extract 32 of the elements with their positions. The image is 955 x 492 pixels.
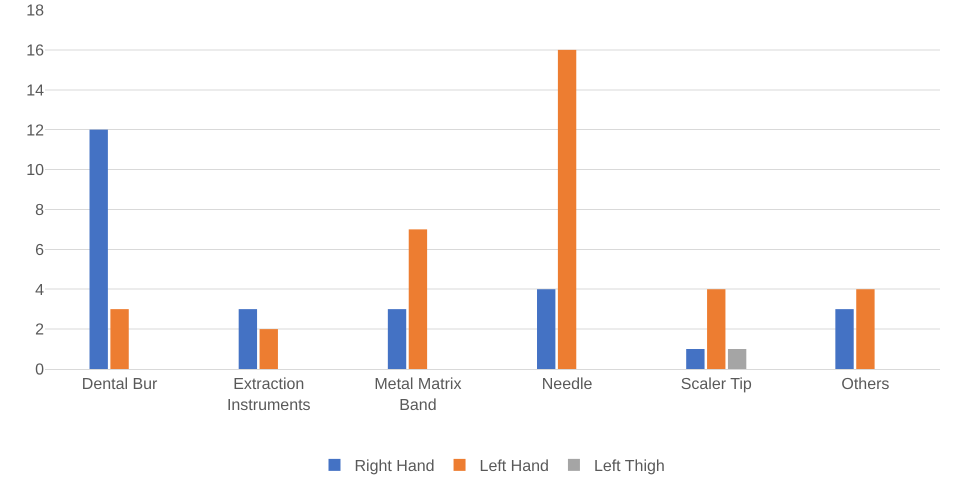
x-tick-label: Metal Matrix Band: [374, 376, 462, 414]
x-tick-label: Scaler Tip: [680, 376, 752, 394]
bar: [388, 309, 406, 369]
legend-label: Left Thigh: [594, 458, 665, 476]
legend-label: Left Hand: [480, 458, 549, 476]
x-tick-label: Extraction Instruments: [226, 376, 311, 414]
bar: [110, 309, 129, 369]
y-tick-label: 18: [26, 2, 44, 20]
y-tick-label: 2: [35, 322, 44, 339]
bar: [238, 309, 258, 369]
bar: [856, 289, 875, 369]
y-tick-label: 12: [26, 122, 44, 140]
bar: [558, 50, 576, 369]
y-tick-label: 14: [26, 82, 44, 100]
x-tick-label: Others: [841, 376, 890, 394]
y-tick-label: 10: [26, 162, 44, 180]
x-tick-label: Dental Bur: [82, 376, 158, 394]
bar: [707, 289, 726, 369]
y-tick-label: 0: [35, 362, 44, 379]
bar: [90, 130, 108, 369]
legend-label: Right Hand: [354, 458, 435, 476]
x-tick-label: Needle: [542, 376, 593, 394]
y-tick-label: 4: [35, 282, 44, 299]
y-tick-label: 6: [35, 242, 44, 259]
bar: [537, 289, 556, 369]
bar: [408, 229, 428, 369]
y-tick-label: 16: [26, 42, 44, 60]
bar: [686, 349, 705, 369]
bar: [260, 329, 278, 369]
bar: [835, 309, 854, 369]
y-tick-label: 8: [35, 202, 44, 220]
bar: [728, 349, 746, 369]
